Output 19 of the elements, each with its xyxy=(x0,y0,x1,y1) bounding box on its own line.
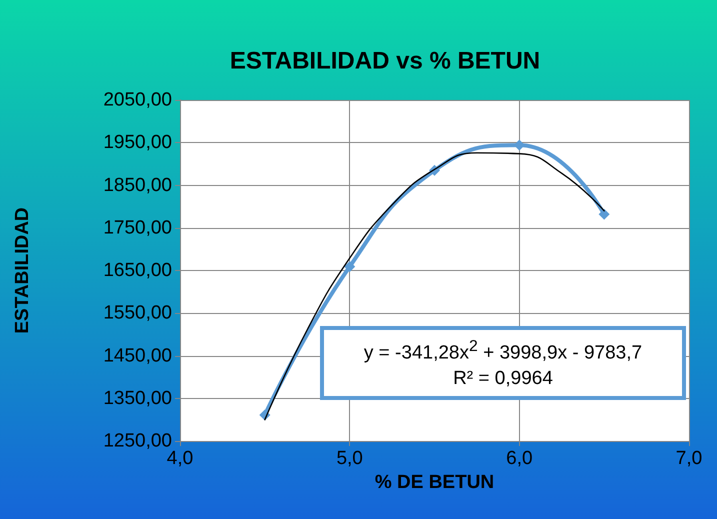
y-tick-label: 1750,00 xyxy=(103,217,172,238)
point xyxy=(344,261,356,272)
annotation: R² = 0,9964 xyxy=(452,367,554,392)
y-tick-label: 1650,00 xyxy=(103,260,172,281)
x-tick-label: 7,0 xyxy=(676,448,702,469)
point xyxy=(598,208,610,220)
chart-title: ESTABILIDAD vs % BETUN xyxy=(230,48,540,74)
y-tick-label: 1550,00 xyxy=(103,302,172,324)
y-tick-label: 2050,00 xyxy=(103,90,172,110)
y-axis-title: ESTABILIDAD xyxy=(12,207,33,334)
y-tick-label: 1450,00 xyxy=(103,345,172,366)
y-tick-label: 1950,00 xyxy=(103,132,172,154)
x-axis-title: % DE BETUN xyxy=(374,472,494,493)
annotation: y = -341,28x$^{2}$ + 3998,9x - 9783,7 xyxy=(362,336,644,366)
y-tick-label: 1350,00 xyxy=(103,388,172,409)
x-tick-label: 6,0 xyxy=(506,448,533,469)
y-tick-label: 1850,00 xyxy=(103,174,172,196)
equation-box: y = -341,28x$^{2}$ + 3998,9x - 9783,7 R² = 0,9964 xyxy=(320,326,686,400)
x-tick-label: 5,0 xyxy=(336,448,363,469)
